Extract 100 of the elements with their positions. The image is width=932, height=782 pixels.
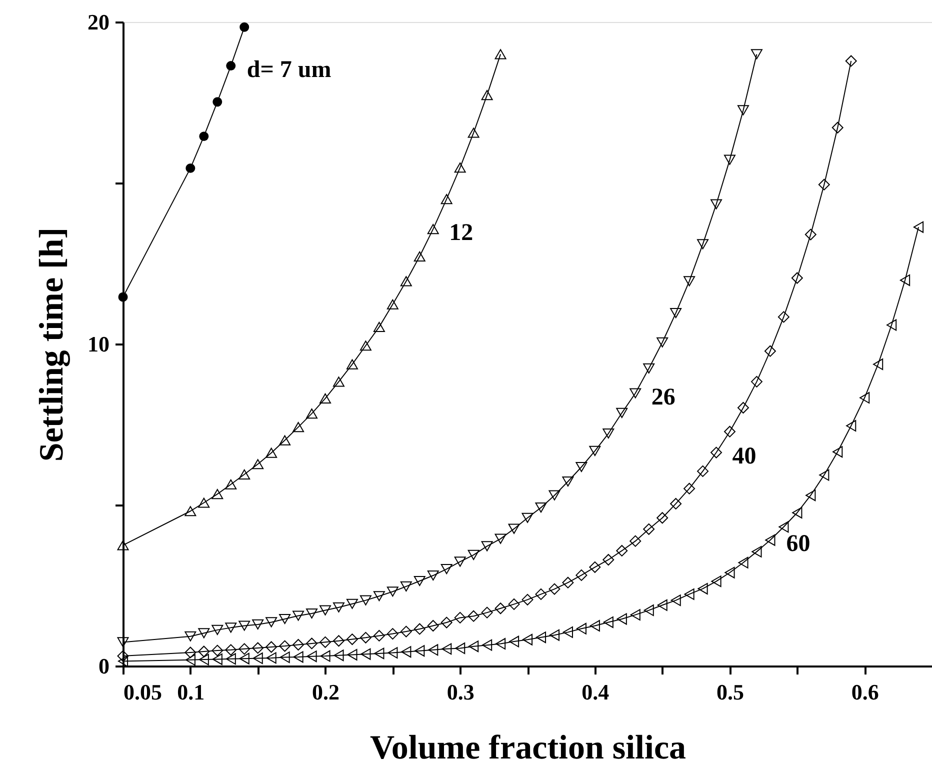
point [292, 422, 304, 432]
point [212, 489, 224, 500]
point [670, 498, 682, 510]
point [373, 591, 385, 602]
point [306, 650, 317, 662]
point [346, 634, 358, 646]
point [616, 613, 627, 625]
point [846, 420, 856, 432]
series-label: d= 7 um [246, 56, 332, 83]
point [589, 561, 601, 573]
point [562, 476, 574, 487]
point [522, 512, 534, 523]
point [643, 363, 655, 374]
point [630, 535, 642, 547]
point [386, 586, 398, 597]
point [186, 163, 196, 173]
point [252, 459, 264, 470]
point [225, 644, 237, 656]
point [454, 556, 466, 567]
point [184, 506, 196, 516]
point [548, 583, 560, 595]
point [428, 644, 438, 656]
point [791, 272, 803, 284]
point [212, 653, 222, 665]
point [427, 570, 439, 581]
point [306, 408, 318, 419]
point [266, 448, 278, 458]
point [198, 646, 210, 658]
point [724, 426, 736, 438]
point [212, 97, 222, 107]
point [347, 648, 358, 660]
point [468, 610, 480, 622]
point [427, 224, 439, 234]
point [212, 624, 224, 635]
point [656, 512, 668, 524]
point [400, 581, 412, 592]
point [442, 643, 452, 655]
point [548, 490, 560, 500]
point [522, 634, 533, 646]
point [240, 22, 250, 32]
point [860, 392, 870, 404]
point [238, 620, 250, 631]
point [427, 620, 439, 632]
point [778, 311, 790, 323]
point [279, 435, 291, 446]
point [819, 469, 830, 481]
point [184, 631, 196, 642]
point [738, 556, 748, 568]
point [630, 388, 642, 398]
point [508, 524, 520, 534]
point [711, 576, 722, 588]
point [374, 648, 384, 660]
point [482, 639, 492, 651]
point [332, 376, 344, 387]
point [198, 628, 210, 638]
series-label: 26 [651, 384, 676, 410]
point [468, 550, 480, 560]
point [400, 626, 412, 638]
point [778, 521, 789, 533]
point [494, 534, 506, 544]
point [495, 638, 506, 650]
point [832, 122, 844, 134]
point [238, 643, 250, 655]
x-axis-title: Volume fraction silica [370, 730, 686, 766]
point [535, 588, 547, 600]
point [494, 49, 506, 60]
point [373, 322, 385, 332]
point [400, 276, 412, 286]
point [710, 446, 722, 458]
point [320, 605, 331, 616]
point [414, 576, 426, 586]
point [414, 623, 426, 635]
point [252, 642, 264, 654]
x-tick-label: 0.3 [446, 680, 474, 704]
point [616, 408, 628, 418]
point [440, 194, 452, 204]
point [508, 636, 520, 648]
y-tick-label: 20 [88, 10, 110, 34]
point [644, 604, 654, 616]
point [576, 569, 588, 581]
point [225, 622, 237, 633]
point [508, 598, 520, 610]
point [724, 566, 735, 578]
point [737, 105, 749, 116]
point [334, 650, 344, 662]
point [900, 274, 910, 286]
point [832, 446, 843, 458]
point [117, 650, 129, 662]
point [346, 359, 358, 370]
point [198, 654, 209, 666]
point [590, 620, 600, 632]
point [522, 594, 534, 606]
point [185, 654, 196, 666]
point [212, 644, 224, 656]
point [184, 646, 196, 658]
point [468, 128, 480, 138]
point [806, 490, 816, 502]
point [481, 606, 493, 618]
point [199, 132, 209, 142]
point [279, 614, 291, 624]
